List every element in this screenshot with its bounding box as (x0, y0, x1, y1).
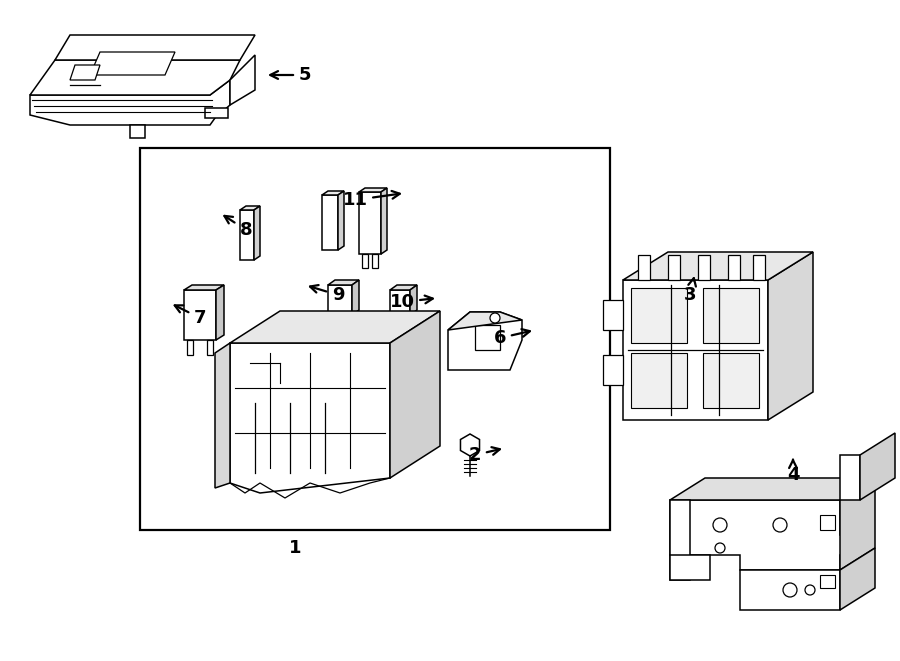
Text: 4: 4 (787, 460, 799, 484)
Polygon shape (623, 280, 768, 420)
Polygon shape (338, 191, 344, 250)
Polygon shape (230, 343, 390, 493)
Polygon shape (461, 434, 480, 456)
Polygon shape (840, 548, 875, 610)
Polygon shape (603, 300, 623, 330)
Text: 5: 5 (270, 66, 311, 84)
Polygon shape (448, 312, 522, 330)
Polygon shape (187, 340, 193, 355)
Polygon shape (205, 108, 228, 118)
Polygon shape (698, 255, 710, 280)
Polygon shape (670, 500, 690, 580)
Polygon shape (216, 285, 224, 340)
Polygon shape (668, 255, 680, 280)
Polygon shape (30, 60, 240, 95)
Polygon shape (603, 355, 623, 385)
Text: 10: 10 (390, 293, 433, 311)
Polygon shape (840, 455, 860, 500)
Polygon shape (390, 285, 417, 290)
Polygon shape (230, 55, 255, 105)
Polygon shape (322, 191, 344, 195)
Polygon shape (860, 433, 895, 500)
Polygon shape (753, 255, 765, 280)
Polygon shape (703, 288, 759, 343)
Polygon shape (362, 254, 368, 268)
Polygon shape (390, 290, 410, 315)
Polygon shape (372, 254, 378, 268)
Polygon shape (820, 575, 835, 588)
Polygon shape (240, 210, 254, 260)
Circle shape (773, 518, 787, 532)
Polygon shape (390, 311, 440, 478)
Polygon shape (328, 285, 352, 315)
Polygon shape (631, 353, 687, 408)
Text: 2: 2 (469, 446, 500, 464)
Polygon shape (184, 290, 216, 340)
Polygon shape (840, 478, 875, 570)
Polygon shape (623, 252, 813, 280)
Polygon shape (670, 478, 875, 500)
Polygon shape (352, 280, 359, 315)
Polygon shape (670, 555, 710, 580)
Circle shape (715, 543, 725, 553)
Polygon shape (631, 288, 687, 343)
Polygon shape (130, 125, 145, 138)
Circle shape (783, 583, 797, 597)
Polygon shape (140, 148, 610, 530)
Polygon shape (240, 206, 260, 210)
Polygon shape (230, 311, 440, 343)
Polygon shape (30, 80, 230, 125)
Text: 7: 7 (175, 305, 206, 327)
Text: 3: 3 (684, 278, 697, 304)
Polygon shape (670, 500, 870, 570)
Polygon shape (254, 206, 260, 260)
Polygon shape (215, 343, 230, 488)
Polygon shape (359, 192, 381, 254)
Text: 11: 11 (343, 191, 400, 209)
Text: 8: 8 (224, 216, 252, 239)
Polygon shape (448, 312, 522, 370)
Polygon shape (703, 353, 759, 408)
Polygon shape (90, 52, 175, 75)
Text: 1: 1 (289, 539, 302, 557)
Polygon shape (410, 285, 417, 315)
Polygon shape (207, 340, 213, 355)
Circle shape (490, 313, 500, 323)
Polygon shape (184, 285, 224, 290)
Polygon shape (328, 280, 359, 285)
Circle shape (713, 518, 727, 532)
Circle shape (805, 585, 815, 595)
Polygon shape (638, 255, 650, 280)
Text: 6: 6 (494, 329, 530, 347)
Polygon shape (70, 65, 100, 80)
Polygon shape (768, 252, 813, 420)
Polygon shape (475, 325, 500, 350)
Text: 9: 9 (310, 285, 344, 304)
Polygon shape (820, 515, 835, 530)
Polygon shape (55, 35, 255, 60)
Polygon shape (359, 188, 387, 192)
Polygon shape (740, 570, 840, 610)
Polygon shape (728, 255, 740, 280)
Polygon shape (381, 188, 387, 254)
Polygon shape (322, 195, 338, 250)
